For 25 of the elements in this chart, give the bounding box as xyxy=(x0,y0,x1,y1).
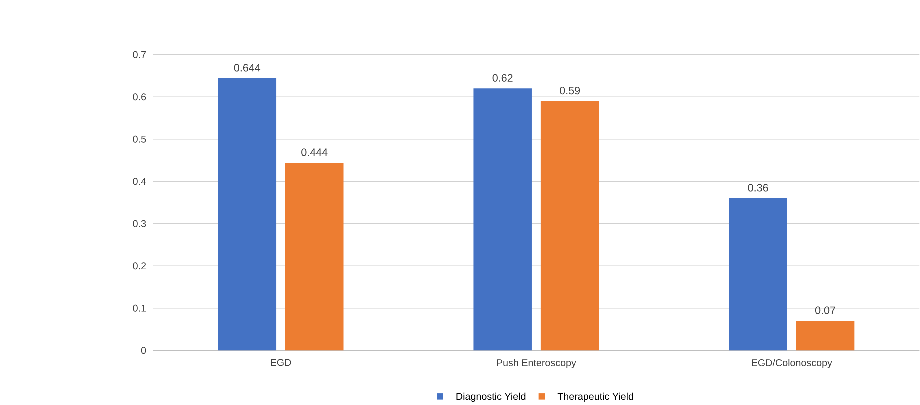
legend-label: Therapeutic Yield xyxy=(558,392,634,402)
data-label: 0.36 xyxy=(748,184,768,192)
y-tick-label: 0.2 xyxy=(133,262,146,270)
legend-label: Diagnostic Yield xyxy=(456,392,526,402)
data-label: 0.644 xyxy=(234,64,261,72)
y-tick-label: 0.1 xyxy=(133,304,146,312)
bar xyxy=(540,101,600,351)
y-tick-label: 0.6 xyxy=(133,94,146,101)
bar xyxy=(729,198,788,351)
data-label: 0.59 xyxy=(560,87,580,95)
y-tick-label: 0.5 xyxy=(133,136,146,143)
y-tick-label: 0.4 xyxy=(133,178,146,186)
y-tick-label: 0.3 xyxy=(133,220,146,228)
bar xyxy=(474,88,532,351)
x-tick-label: EGD/Colonoscopy xyxy=(752,359,832,368)
x-tick-label: Push Enteroscopy xyxy=(497,359,576,368)
bar xyxy=(218,78,277,351)
data-label: 0.07 xyxy=(815,306,836,314)
x-tick-label: EGD xyxy=(271,359,292,366)
bar xyxy=(285,163,344,351)
bar xyxy=(796,321,855,351)
y-tick-label: 0.7 xyxy=(133,51,146,58)
y-tick-label: 0 xyxy=(141,347,146,354)
data-label: 0.62 xyxy=(492,74,513,82)
data-label: 0.444 xyxy=(302,148,328,156)
